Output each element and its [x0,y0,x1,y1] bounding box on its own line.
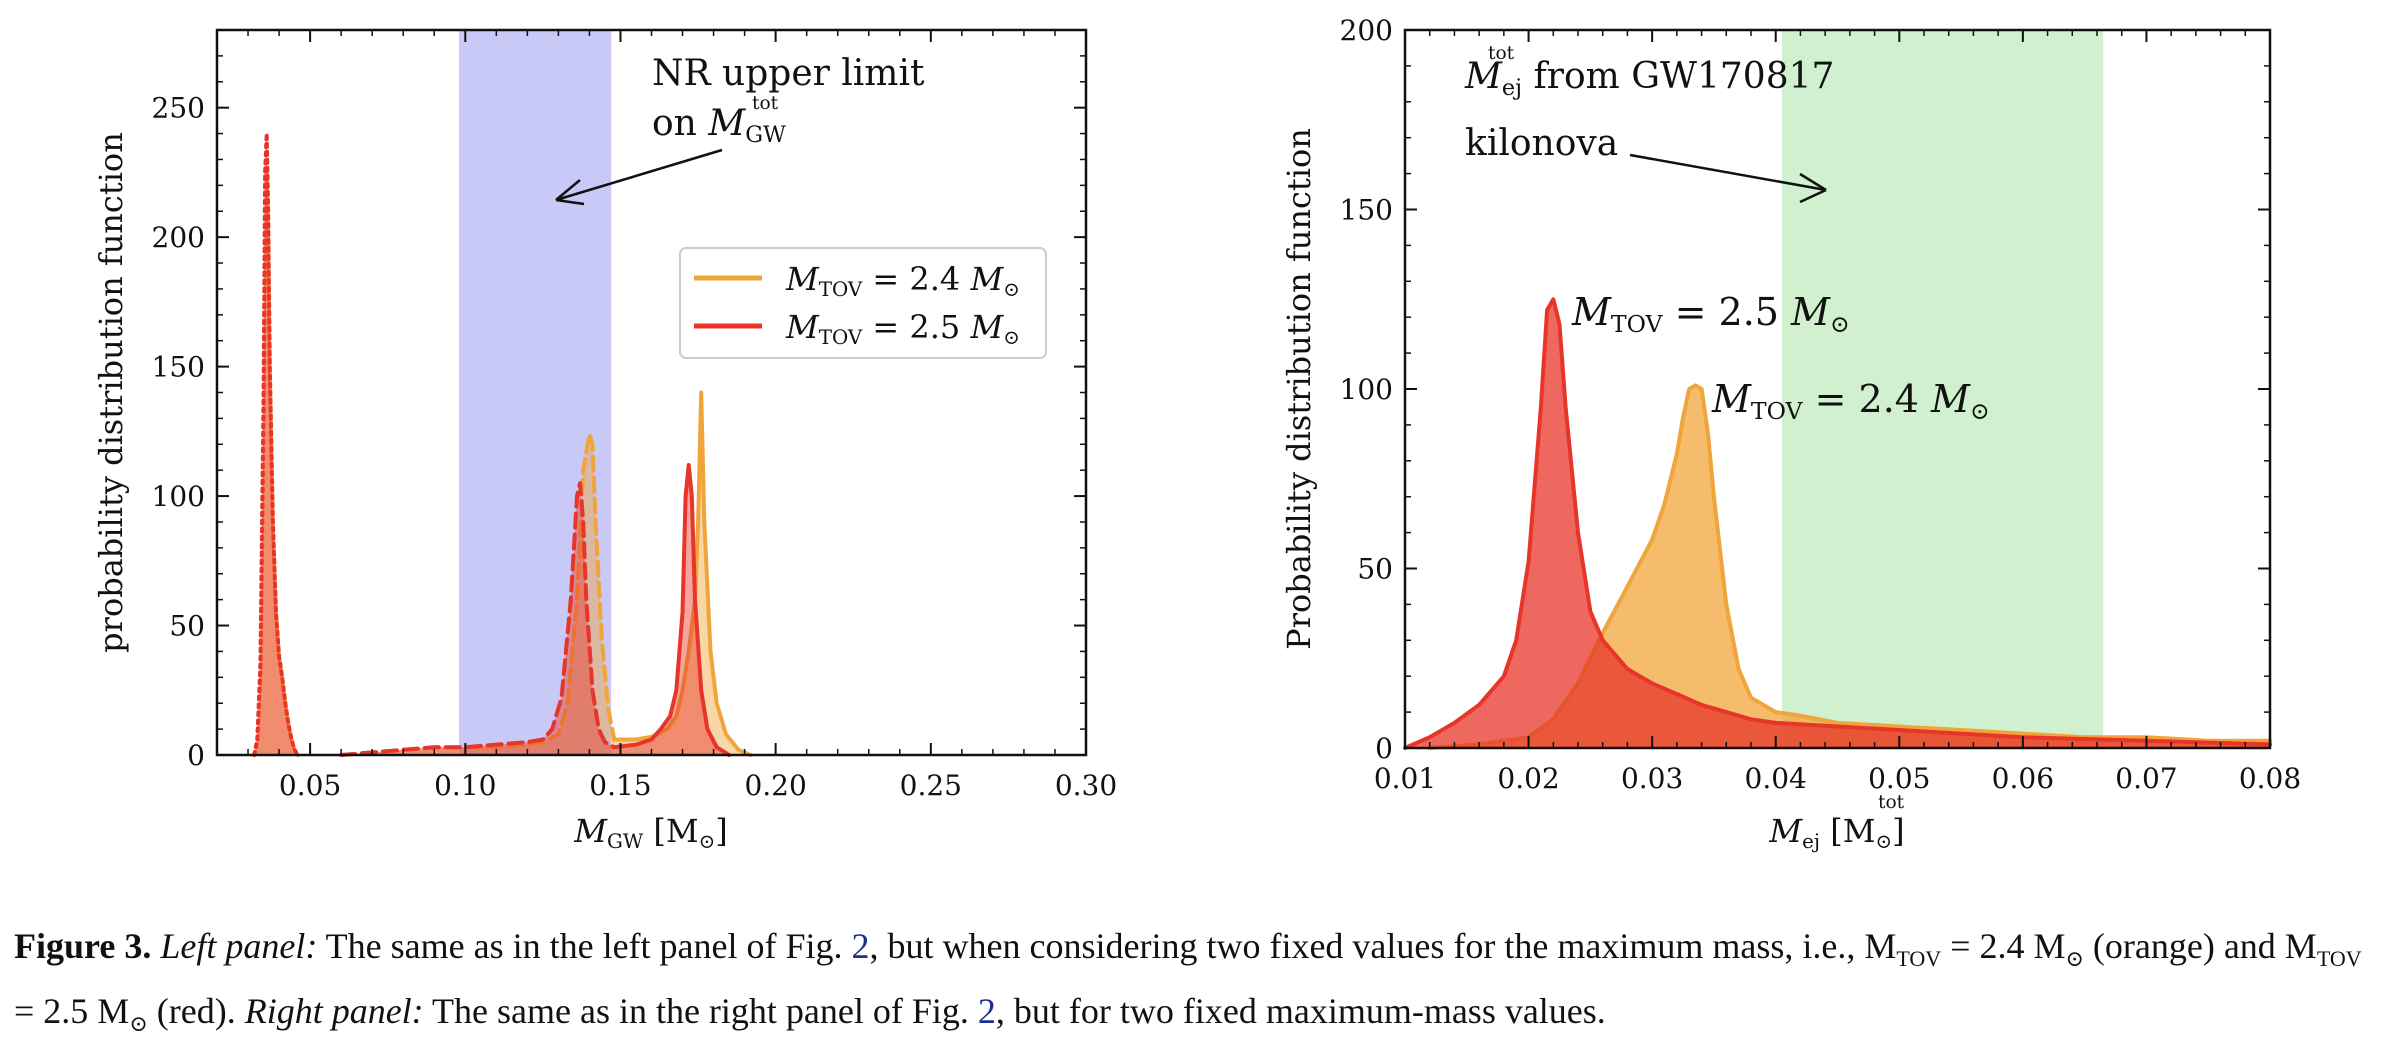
x-tick-label: 0.20 [744,769,806,802]
legend: MTOV = 2.4 M⊙ MTOV = 2.5 M⊙ [679,247,1047,359]
figure-caption: Figure 3. Left panel: The same as in the… [14,926,2362,1037]
x-tick-label: 0.04 [1745,762,1807,795]
y-tick-label: 250 [152,92,205,125]
x-axis-label: Mej [M⊙] [1768,812,1904,853]
annotation-superscript: tot [752,93,779,114]
series-line [1403,297,2272,750]
series-area [1429,385,2270,748]
annotation-text: kilonova [1465,123,1618,164]
caption-text: The same as in the right panel of Fig. [423,991,978,1032]
y-tick-label: 200 [1340,14,1393,47]
x-tick-label: 0.30 [1055,769,1117,802]
series-area [1405,299,2270,748]
caption-left-label: Left panel: [160,926,318,966]
caption-text: (orange) and M [2092,926,2317,966]
annotation-superscript: tot [1488,43,1515,64]
y-tick-label: 100 [1340,373,1393,406]
annotation-text: Mej from GW170817 [1464,56,1834,101]
annotation-arrow [555,148,723,202]
shaded-band [459,30,612,755]
series-area [341,433,615,755]
x-tick-label: 0.10 [434,769,496,802]
x-tick-label: 0.15 [589,769,651,802]
annotation-arrow [1629,153,1827,192]
y-tick-label: 0 [1375,732,1393,765]
y-tick-label: 50 [1357,553,1393,586]
caption-sub: TOV [1896,946,1942,972]
arrow-head [555,179,585,206]
series-area [341,483,615,755]
x-tick-label: 0.03 [1621,762,1683,795]
y-axis-label: Probability distribution function [1280,128,1318,650]
x-tick-label: 0.05 [1868,762,1930,795]
shaded-band [1781,30,2104,748]
caption-text: , but for two fixed maximum-mass values. [995,991,1606,1032]
x-tick-label: 0.05 [279,769,341,802]
caption-text: (red). [147,991,245,1032]
x-tick-label: 0.25 [900,769,962,802]
series-line [339,481,617,757]
series-area [254,133,298,756]
legend-entry: MTOV = 2.4 M⊙ [785,260,1020,301]
annotation-text: NR upper limit [652,53,925,94]
series-label-red: MTOV = 2.5 M⊙ [1571,290,1850,338]
y-axis-label: probability distribution function [92,132,130,653]
caption-text: , but when considering two fixed values … [869,926,1897,966]
x-axis-label: MGW [M⊙] [573,812,728,853]
figure: 0.05 0.10 0.15 0.20 0.25 0.30 0 50 100 150 200 250 p… [92,14,2301,853]
y-tick-label: 200 [152,221,205,254]
caption-figure-label: Figure 3. [14,926,152,966]
caption-sub: TOV [2316,946,2362,972]
caption-text: = 2.5 M [14,991,130,1032]
y-tick-label: 50 [169,610,205,643]
arrow-head [1799,172,1827,204]
y-tick-label: 150 [1340,194,1393,227]
x-tick-label: 0.08 [2239,762,2301,795]
caption-text: The same as in the left panel of Fig. [317,926,852,966]
right-panel-chart: 0.01 0.02 0.03 0.04 0.05 0.06 0.07 0.08 0 50 100 15… [1280,14,2301,853]
annotation-text: on MGW [652,103,786,148]
x-tick-label: 0.07 [2115,762,2177,795]
y-tick-label: 0 [187,739,205,772]
series-line [252,131,300,757]
x-axis-label-superscript: tot [1878,792,1905,813]
caption-fig-ref[interactable]: 2 [977,991,996,1032]
series-line [612,463,732,757]
caption-fig-ref[interactable]: 2 [851,926,870,966]
caption-right-label: Right panel: [244,991,424,1032]
y-tick-label: 100 [152,480,205,513]
x-tick-label: 0.01 [1374,762,1436,795]
caption-text: = 2.4 M [1941,926,2066,966]
legend-entry: MTOV = 2.5 M⊙ [785,308,1020,349]
y-tick-label: 150 [152,351,205,384]
series-label-orange: MTOV = 2.4 M⊙ [1711,377,1990,425]
legend-box [679,247,1047,359]
x-tick-label: 0.02 [1497,762,1559,795]
series-area [254,172,298,755]
left-panel-chart: 0.05 0.10 0.15 0.20 0.25 0.30 0 50 100 150 200 250 p… [92,28,1117,853]
x-tick-label: 0.06 [1992,762,2054,795]
